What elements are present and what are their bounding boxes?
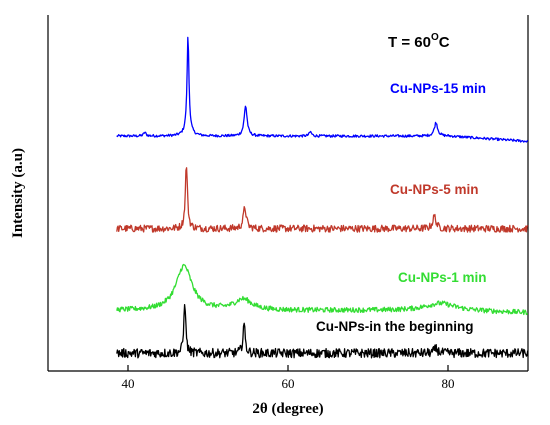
temperature-annotation: T = 60OC (388, 32, 450, 51)
x-tick-label: 40 (122, 376, 135, 391)
series-label-2: Cu-NPs-1 min (398, 270, 487, 285)
x-ticks: 40 60 80 (122, 365, 455, 391)
x-axis-title: 2θ (degree) (252, 401, 323, 417)
series-label-3: Cu-NPs-in the beginning (316, 319, 474, 334)
y-axis-title: Intensity (a.u) (10, 148, 26, 238)
series-label-0: Cu-NPs-15 min (390, 81, 486, 96)
series-line-1 (116, 167, 529, 233)
series-line-0 (116, 36, 529, 143)
x-tick-label: 60 (282, 376, 295, 391)
series-labels: Cu-NPs-15 min Cu-NPs-5 min Cu-NPs-1 min Cu-… (316, 81, 487, 334)
series-line-3 (116, 304, 529, 359)
x-tick-label: 80 (442, 376, 455, 391)
traces (116, 36, 529, 359)
series-line-2 (116, 263, 529, 316)
series-label-1: Cu-NPs-5 min (390, 182, 479, 197)
